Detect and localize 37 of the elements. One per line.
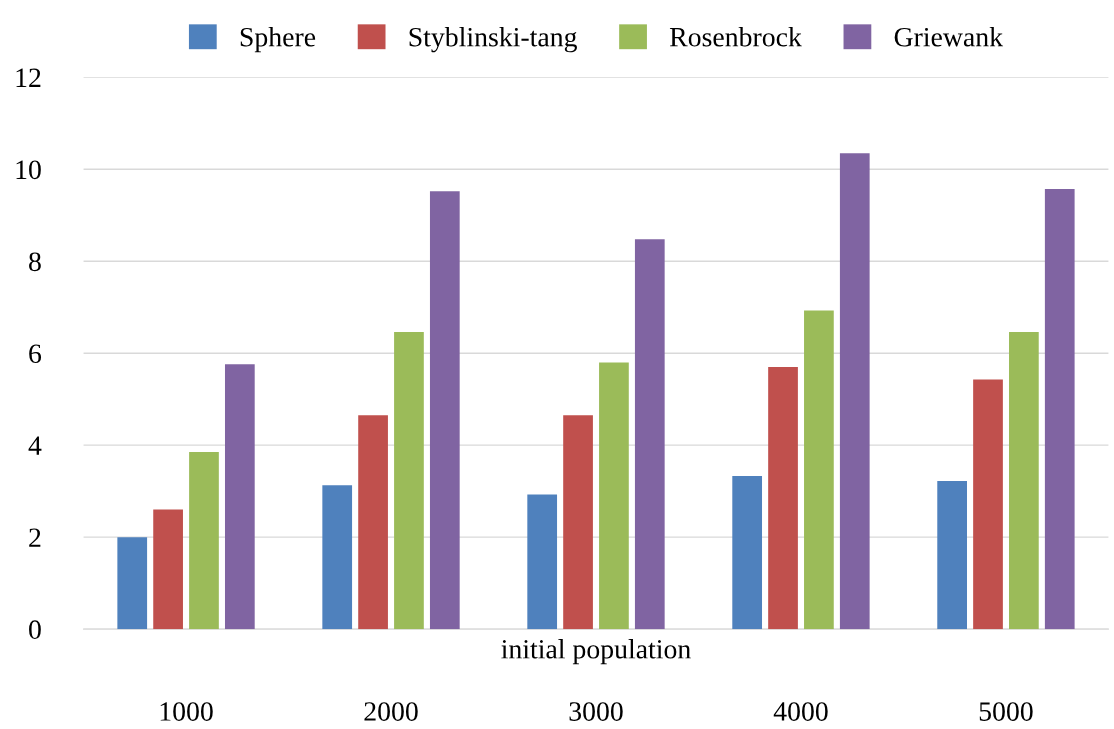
y-tick-label: 6 (29, 344, 42, 364)
x-tick-label: 5000 (979, 702, 1033, 721)
bar (322, 485, 353, 630)
y-tick-label: 10 (16, 160, 41, 180)
bar (1009, 332, 1039, 630)
bar (732, 475, 763, 630)
bar (937, 481, 967, 630)
x-tick-label: 2000 (364, 702, 418, 721)
y-tick-label: 0 (29, 620, 41, 640)
legend-label: Griewank (894, 27, 1004, 47)
x-tick-label: 3000 (569, 702, 623, 721)
bar (394, 332, 424, 630)
bar (839, 153, 870, 630)
x-tick-label: 1000 (160, 702, 213, 721)
legend-label: Styblinski-tang (409, 27, 577, 53)
bar (599, 362, 629, 630)
x-axis-title: initial population (501, 639, 691, 665)
bar (634, 239, 665, 630)
bar (768, 367, 798, 630)
bar (358, 415, 388, 630)
legend-label: Sphere (240, 27, 316, 53)
bar (224, 364, 255, 630)
bar (429, 191, 460, 630)
y-tick-label: 4 (28, 436, 42, 455)
bar (1044, 189, 1075, 630)
bar (153, 509, 183, 630)
bar (563, 415, 593, 630)
bar (804, 310, 834, 630)
bar (189, 452, 219, 630)
x-tick-label: 4000 (773, 702, 828, 721)
bar (973, 379, 1003, 630)
bar (117, 537, 148, 630)
y-tick-label: 12 (16, 68, 41, 87)
legend-label: Rosenbrock (669, 27, 802, 47)
bar (527, 494, 558, 630)
y-tick-label: 2 (29, 528, 41, 547)
y-tick-label: 8 (29, 252, 41, 272)
